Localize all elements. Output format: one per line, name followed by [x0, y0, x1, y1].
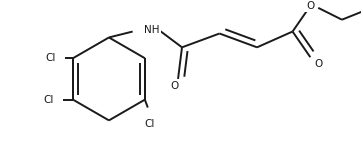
- Text: NH: NH: [144, 25, 160, 35]
- Text: O: O: [314, 59, 323, 69]
- Text: Cl: Cl: [45, 53, 55, 63]
- Text: O: O: [170, 81, 178, 91]
- Text: O: O: [306, 1, 314, 11]
- Text: Cl: Cl: [144, 119, 155, 129]
- Text: Cl: Cl: [43, 95, 53, 105]
